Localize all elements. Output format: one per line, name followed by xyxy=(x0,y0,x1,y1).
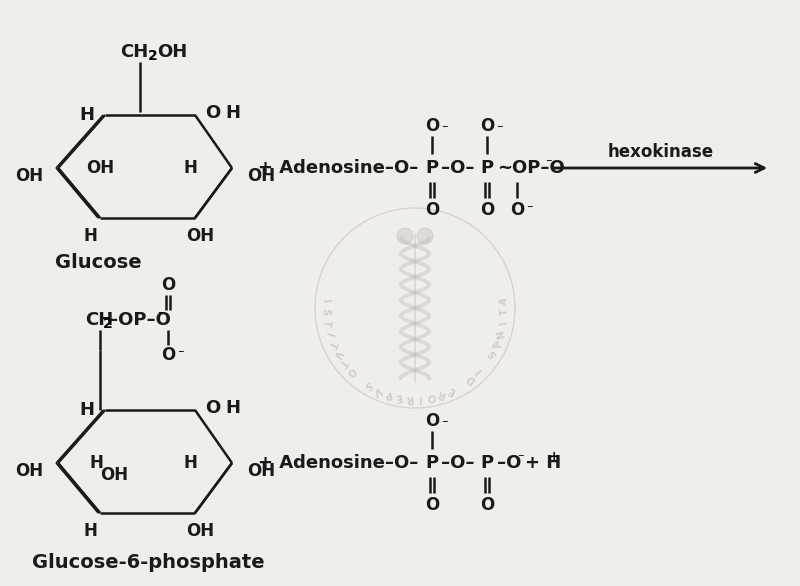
Text: E: E xyxy=(447,384,458,396)
Circle shape xyxy=(417,228,433,244)
Text: O: O xyxy=(425,201,439,219)
Text: O: O xyxy=(480,496,494,514)
Text: T: T xyxy=(338,357,350,369)
Text: I: I xyxy=(323,331,334,337)
Text: ~OP–O: ~OP–O xyxy=(497,159,565,177)
Text: T: T xyxy=(500,308,510,315)
Text: O: O xyxy=(426,391,436,402)
Text: S: S xyxy=(320,308,330,316)
Text: O: O xyxy=(425,117,439,135)
Text: O: O xyxy=(206,399,221,417)
Text: H: H xyxy=(83,227,97,245)
Text: ⁻: ⁻ xyxy=(441,418,448,431)
Text: A: A xyxy=(499,297,510,305)
Text: P: P xyxy=(383,388,393,400)
Text: –O: –O xyxy=(497,454,522,472)
Text: R: R xyxy=(406,393,414,403)
Text: P: P xyxy=(481,454,494,472)
Text: I: I xyxy=(418,393,422,403)
Text: O: O xyxy=(206,104,221,122)
Text: R: R xyxy=(437,388,447,400)
Text: O: O xyxy=(344,364,358,377)
Text: H: H xyxy=(79,401,94,419)
Text: + Adenosine–O–: + Adenosine–O– xyxy=(258,159,418,177)
Text: ⁻: ⁻ xyxy=(441,124,448,137)
Text: D: D xyxy=(465,372,478,385)
Text: A: A xyxy=(491,339,504,349)
Text: I: I xyxy=(474,366,484,376)
Text: Glucose: Glucose xyxy=(55,253,142,271)
Text: H: H xyxy=(79,106,94,124)
Text: P: P xyxy=(426,454,438,472)
Text: S: S xyxy=(486,348,498,359)
Text: T: T xyxy=(321,319,332,327)
Text: + H: + H xyxy=(525,454,562,472)
Text: OH: OH xyxy=(247,462,275,480)
Text: E: E xyxy=(394,391,402,402)
Text: Glucose-6-phosphate: Glucose-6-phosphate xyxy=(32,554,265,573)
Text: ⁻: ⁻ xyxy=(526,203,533,216)
Text: ⁻: ⁻ xyxy=(545,158,552,171)
Text: V: V xyxy=(331,348,344,359)
Text: H: H xyxy=(83,522,97,540)
Text: hexokinase: hexokinase xyxy=(607,143,714,161)
Text: O: O xyxy=(425,496,439,514)
Text: H: H xyxy=(183,159,197,177)
Text: –O–: –O– xyxy=(441,454,474,472)
Text: +: + xyxy=(549,451,560,464)
Text: OH: OH xyxy=(86,159,114,177)
Text: + Adenosine–O–: + Adenosine–O– xyxy=(258,454,418,472)
Text: OH: OH xyxy=(186,227,214,245)
Text: –O–: –O– xyxy=(441,159,474,177)
Text: ⁻: ⁻ xyxy=(177,349,184,362)
Text: O: O xyxy=(480,201,494,219)
Text: OH: OH xyxy=(15,462,43,480)
Text: 2: 2 xyxy=(148,49,158,63)
Text: I: I xyxy=(320,299,330,303)
Text: I: I xyxy=(498,321,509,325)
Text: ⁻: ⁻ xyxy=(157,309,164,322)
Text: T: T xyxy=(326,339,338,349)
Text: H: H xyxy=(226,104,241,122)
Text: P: P xyxy=(426,159,438,177)
Text: V: V xyxy=(372,384,383,396)
Text: P: P xyxy=(481,159,494,177)
Text: H: H xyxy=(183,454,197,472)
Text: O: O xyxy=(425,412,439,430)
Text: OH: OH xyxy=(15,167,43,185)
Text: S: S xyxy=(362,379,374,391)
Text: OH: OH xyxy=(157,43,187,61)
Text: H: H xyxy=(89,454,103,472)
Text: OH: OH xyxy=(186,522,214,540)
Text: H: H xyxy=(226,399,241,417)
Text: CH: CH xyxy=(120,43,148,61)
Text: CH: CH xyxy=(85,311,114,329)
Text: ⁻: ⁻ xyxy=(517,452,524,465)
Text: O: O xyxy=(480,117,494,135)
Text: O: O xyxy=(161,276,175,294)
Text: ⁻: ⁻ xyxy=(496,124,502,137)
Circle shape xyxy=(397,228,413,244)
Text: O: O xyxy=(510,201,524,219)
Text: OH: OH xyxy=(247,167,275,185)
Text: –OP–O: –OP–O xyxy=(109,311,171,329)
Text: OH: OH xyxy=(100,466,128,484)
Text: N: N xyxy=(495,328,507,339)
Text: O: O xyxy=(161,346,175,364)
Text: 2: 2 xyxy=(103,317,113,331)
